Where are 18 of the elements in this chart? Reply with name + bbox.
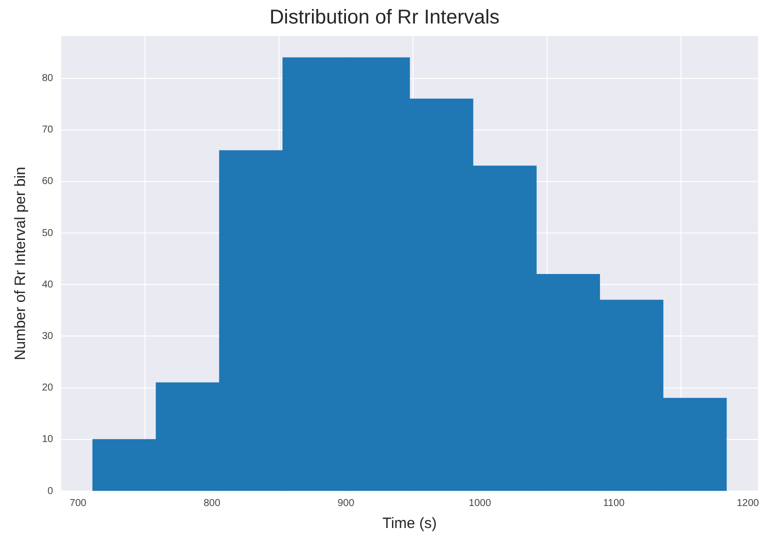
x-tick-label: 1100 [603,498,626,509]
x-tick-label: 800 [204,498,221,509]
y-tick-label: 20 [42,382,54,394]
y-axis-title: Number of Rr Interval per bin [12,166,30,360]
x-tick-label: 900 [338,498,355,509]
y-tick-label: 40 [42,279,54,290]
y-tick-label: 10 [42,434,54,446]
x-tick-label: 700 [70,498,87,509]
y-tick-label: 50 [42,228,54,239]
x-tick-label: 1000 [468,498,492,509]
y-tick-label: 0 [48,486,54,497]
y-tick-label: 60 [42,176,54,188]
y-tick-label: 30 [42,330,54,342]
y-tick-label: 70 [42,124,54,136]
x-tick-label: 1200 [736,498,760,509]
chart-title: Distribution of Rr Intervals [269,6,500,29]
y-tick-label: 80 [42,73,54,84]
x-axis-title: Time (s) [382,515,437,532]
